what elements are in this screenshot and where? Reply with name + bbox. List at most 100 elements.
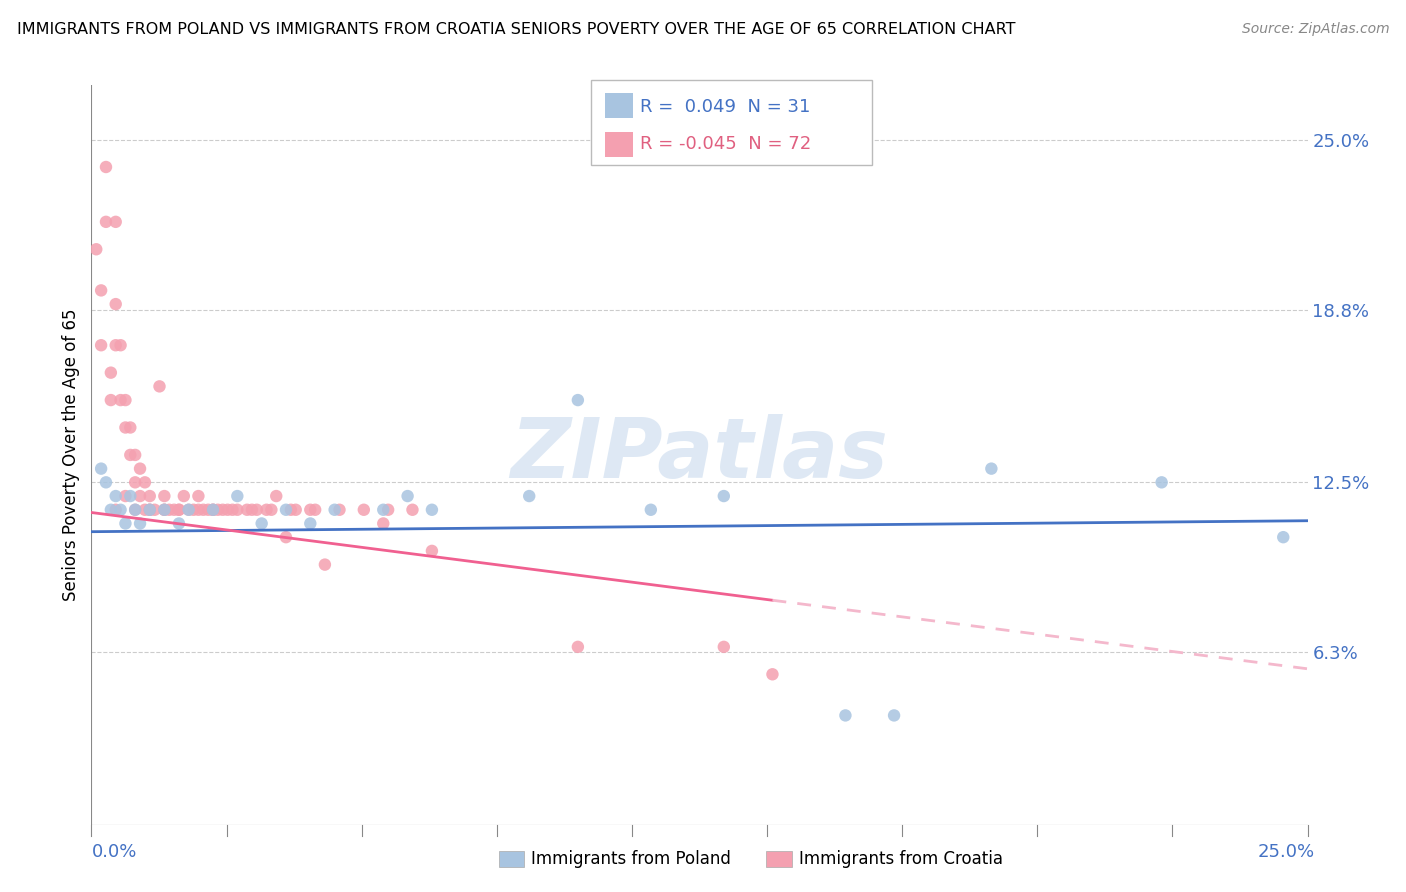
Point: [260, 502, 283, 516]
Text: 0.0%: 0.0%: [91, 843, 136, 861]
Point: [420, 502, 443, 516]
Text: Immigrants from Poland: Immigrants from Poland: [531, 850, 731, 868]
Point: [139, 502, 162, 516]
Point: [323, 502, 346, 516]
Point: [1272, 530, 1295, 544]
Point: [120, 489, 142, 503]
Point: [761, 667, 783, 681]
Point: [517, 489, 540, 503]
Point: [129, 461, 152, 475]
Point: [226, 502, 249, 516]
Point: [202, 502, 225, 516]
Point: [240, 502, 263, 516]
Point: [120, 420, 142, 434]
Point: [114, 516, 136, 531]
Point: [177, 502, 200, 516]
Text: ZIPatlas: ZIPatlas: [510, 415, 889, 495]
Point: [193, 502, 215, 516]
Point: [104, 489, 127, 503]
Point: [420, 544, 443, 558]
Point: [183, 502, 205, 516]
Point: [250, 516, 273, 531]
Point: [94, 475, 117, 490]
Text: Source: ZipAtlas.com: Source: ZipAtlas.com: [1241, 22, 1389, 37]
Point: [114, 489, 136, 503]
Point: [153, 502, 176, 516]
Point: [187, 502, 209, 516]
Point: [110, 393, 132, 408]
Point: [396, 489, 419, 503]
Point: [163, 502, 186, 516]
Point: [377, 502, 399, 516]
Point: [90, 338, 112, 352]
Point: [124, 448, 146, 462]
Point: [373, 502, 395, 516]
Point: [94, 215, 117, 229]
Point: [167, 502, 190, 516]
Point: [104, 215, 127, 229]
Point: [129, 516, 152, 531]
Point: [197, 502, 219, 516]
Point: [153, 502, 176, 516]
Point: [90, 461, 112, 475]
Point: [124, 502, 146, 516]
Point: [299, 502, 322, 516]
Point: [980, 461, 1002, 475]
Point: [567, 393, 589, 408]
Point: [124, 475, 146, 490]
Point: [167, 516, 190, 531]
Point: [401, 502, 423, 516]
Point: [299, 516, 322, 531]
Point: [314, 558, 336, 572]
Point: [713, 640, 735, 654]
Point: [114, 420, 136, 434]
Point: [202, 502, 225, 516]
Point: [328, 502, 350, 516]
Point: [167, 502, 190, 516]
Point: [834, 708, 856, 723]
Point: [187, 489, 209, 503]
Text: Immigrants from Croatia: Immigrants from Croatia: [799, 850, 1002, 868]
Point: [226, 489, 249, 503]
Point: [100, 502, 122, 516]
Point: [153, 502, 176, 516]
Point: [110, 502, 132, 516]
Point: [120, 448, 142, 462]
Point: [207, 502, 229, 516]
Point: [280, 502, 302, 516]
Point: [148, 379, 170, 393]
Point: [104, 297, 127, 311]
Point: [129, 489, 152, 503]
Point: [202, 502, 225, 516]
Text: R =  0.049  N = 31: R = 0.049 N = 31: [640, 97, 810, 116]
Point: [284, 502, 307, 516]
Point: [177, 502, 200, 516]
Point: [110, 338, 132, 352]
Point: [264, 489, 287, 503]
Point: [173, 489, 195, 503]
Point: [134, 475, 156, 490]
Point: [217, 502, 239, 516]
Point: [713, 489, 735, 503]
Point: [353, 502, 375, 516]
Point: [139, 489, 162, 503]
Point: [90, 284, 112, 298]
Point: [1150, 475, 1173, 490]
Point: [100, 393, 122, 408]
Point: [274, 502, 297, 516]
Text: 25.0%: 25.0%: [1257, 843, 1315, 861]
Point: [157, 502, 180, 516]
Point: [883, 708, 905, 723]
Point: [246, 502, 269, 516]
Text: R = -0.045  N = 72: R = -0.045 N = 72: [640, 135, 811, 153]
Point: [134, 502, 156, 516]
Point: [139, 502, 162, 516]
Point: [640, 502, 662, 516]
Point: [139, 502, 162, 516]
Point: [104, 502, 127, 516]
Y-axis label: Seniors Poverty Over the Age of 65: Seniors Poverty Over the Age of 65: [62, 309, 80, 601]
Point: [153, 489, 176, 503]
Point: [256, 502, 278, 516]
Point: [373, 516, 395, 531]
Point: [211, 502, 233, 516]
